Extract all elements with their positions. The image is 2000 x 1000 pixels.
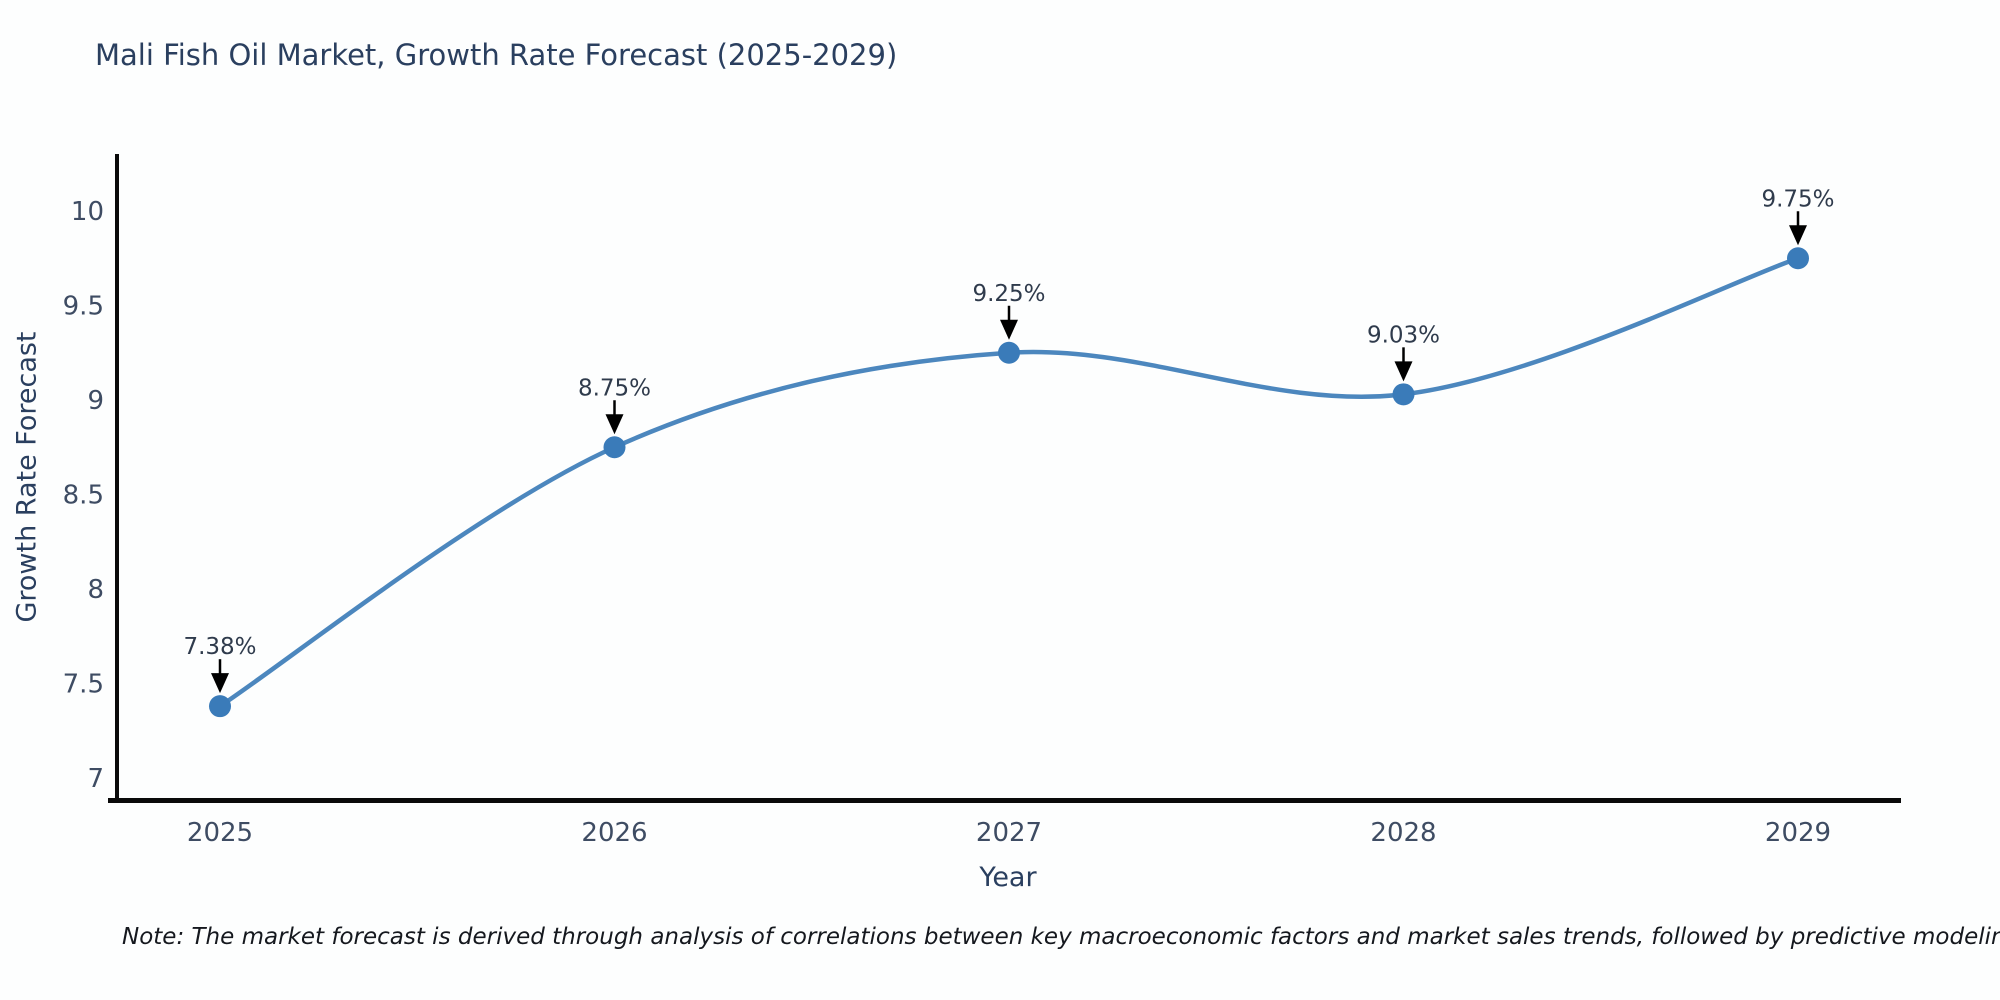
annotation-label: 8.75% — [578, 375, 651, 401]
data-point-marker — [209, 695, 231, 718]
x-tick-label: 2027 — [976, 818, 1042, 848]
x-tick-label: 2026 — [581, 818, 647, 848]
annotation-arrowhead-icon — [1789, 225, 1807, 246]
footnote: Note: The market forecast is derived thr… — [122, 924, 2000, 950]
annotation-arrowhead-icon — [1394, 361, 1413, 382]
annotation-arrowhead-icon — [605, 414, 624, 435]
x-tick-label: 2029 — [1765, 818, 1831, 848]
data-point-marker — [998, 341, 1020, 364]
x-tick-label: 2025 — [187, 818, 253, 848]
y-tick-label: 8 — [87, 575, 104, 605]
y-tick-label: 9.5 — [63, 292, 104, 322]
annotation-label: 7.38% — [183, 634, 256, 660]
y-tick-label: 7.5 — [63, 670, 104, 700]
annotation-arrowhead-icon — [1000, 319, 1018, 340]
data-point-marker — [603, 436, 626, 459]
annotation-label: 9.25% — [972, 281, 1045, 307]
y-tick-label: 8.5 — [63, 481, 104, 511]
annotation-label: 9.03% — [1367, 322, 1440, 348]
x-axis-title: Year — [979, 862, 1037, 893]
data-point-marker — [1787, 247, 1809, 270]
y-tick-label: 9 — [87, 386, 104, 416]
y-tick-label: 7 — [87, 764, 104, 794]
x-tick-label: 2028 — [1370, 818, 1436, 848]
y-tick-label: 10 — [71, 197, 104, 227]
chart-title: Mali Fish Oil Market, Growth Rate Foreca… — [95, 38, 898, 72]
data-point-marker — [1392, 383, 1415, 406]
annotation-arrowhead-icon — [211, 673, 229, 694]
annotation-label: 9.75% — [1761, 186, 1834, 212]
